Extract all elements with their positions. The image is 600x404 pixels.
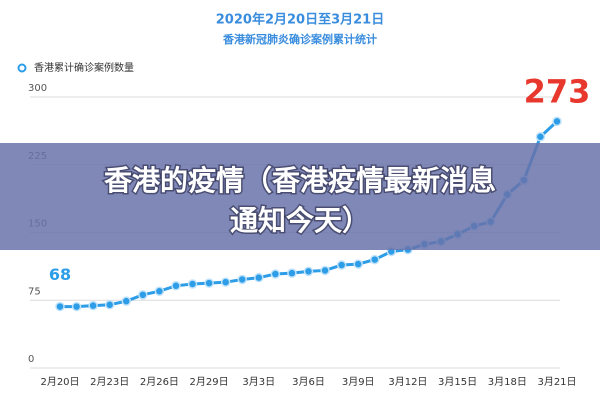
- x-tick-label: 2月26日: [140, 376, 179, 388]
- data-point: [287, 268, 297, 278]
- banner-text: 通知今天）: [230, 204, 370, 237]
- x-tick-label: 2月23日: [90, 376, 129, 388]
- data-point: [552, 116, 562, 127]
- banner: [0, 143, 600, 250]
- x-tick-label: 2月29日: [190, 376, 229, 388]
- legend-marker: [17, 63, 27, 73]
- chart-subtitle: 香港新冠肺炎确诊案例累计统计: [222, 32, 377, 46]
- data-point: [320, 265, 330, 276]
- data-point: [303, 266, 314, 277]
- x-tick-label: 3月21日: [537, 376, 576, 388]
- x-tick-label: 3月6日: [292, 376, 325, 388]
- x-tick-label: 2月20日: [40, 376, 79, 388]
- data-point: [88, 300, 98, 311]
- data-point: [535, 131, 546, 142]
- data-point: [55, 301, 65, 312]
- y-tick-label: 75: [28, 286, 41, 297]
- x-tick-label: 3月3日: [242, 376, 275, 388]
- data-point: [220, 277, 231, 287]
- data-point: [204, 278, 214, 288]
- x-tick-label: 3月15日: [438, 376, 477, 388]
- x-tick-label: 3月18日: [488, 376, 527, 388]
- data-point: [353, 259, 363, 269]
- data-point: [104, 300, 115, 310]
- data-point: [171, 281, 181, 291]
- banner-text: 香港的疫情（香港疫情最新消息: [104, 164, 496, 197]
- x-tick-label: 3月12日: [388, 376, 427, 388]
- legend-label: 香港累计确诊案例数量: [34, 61, 134, 74]
- y-tick-label: 300: [28, 83, 47, 94]
- data-point: [270, 269, 281, 279]
- data-point: [187, 279, 198, 289]
- data-label: 68: [49, 265, 71, 284]
- data-point: [121, 296, 132, 306]
- data-point: [254, 272, 264, 283]
- data-point: [71, 301, 82, 312]
- data-point: [138, 290, 148, 300]
- data-point: [336, 260, 347, 270]
- x-tick-label: 3月9日: [342, 376, 375, 388]
- data-point: [237, 274, 247, 285]
- data-point: [370, 254, 380, 265]
- data-label: 273: [524, 72, 591, 110]
- data-point: [154, 286, 165, 296]
- y-tick-label: 0: [28, 354, 34, 365]
- chart-title: 2020年2月20日至3月21日: [216, 12, 384, 28]
